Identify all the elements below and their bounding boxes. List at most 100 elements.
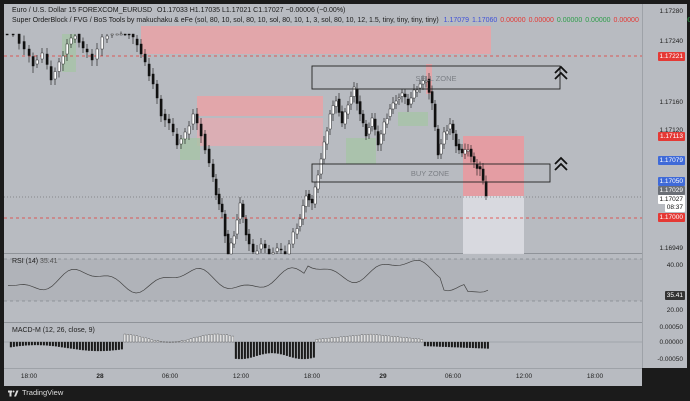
candle-body <box>247 233 251 245</box>
candle-body <box>475 163 479 169</box>
macd-bar <box>150 339 153 343</box>
price-axis[interactable]: 1.17280 1.17240 1.17221 1.17160 1.17120 … <box>642 4 687 368</box>
rsi-tick: 40.00 <box>666 262 683 269</box>
macd-bar <box>312 341 315 358</box>
candle-body <box>445 130 449 135</box>
macd-bar <box>51 341 54 347</box>
candle-body <box>388 108 392 117</box>
macd-bar <box>207 334 210 343</box>
candle-body <box>295 228 299 235</box>
macd-bar <box>270 341 273 354</box>
candle-body <box>325 130 329 145</box>
macd-bar <box>300 341 303 360</box>
macd-bar <box>225 334 228 343</box>
indicator-value: 1.17060 <box>471 17 498 24</box>
candle-body <box>385 118 389 125</box>
pane-separator[interactable] <box>4 253 642 254</box>
macd-bar <box>486 341 489 349</box>
macd-bar <box>264 341 267 354</box>
rsi-title: RSI (14) <box>12 258 39 265</box>
fvg-green <box>62 34 76 72</box>
macd-bar <box>72 341 75 350</box>
candle-body <box>61 55 65 65</box>
candle-body <box>195 113 199 124</box>
macd-bar <box>33 341 36 346</box>
candle-body <box>451 123 455 134</box>
candle-body <box>328 113 332 130</box>
macd-bar <box>315 339 318 343</box>
candle-body <box>427 78 431 93</box>
candle-body <box>163 113 167 121</box>
indicator-title[interactable]: Super OrderBlock / FVG / BoS Tools by ma… <box>12 17 439 24</box>
symbol-header[interactable]: Euro / U.S. Dollar 15 FOREXCOM_EURUSD O1… <box>12 7 348 14</box>
candle-body <box>481 168 485 181</box>
candle-body <box>5 33 9 36</box>
macd-bar <box>318 338 321 343</box>
macd-label[interactable]: MACD-M (12, 26, close, 9) <box>12 327 95 334</box>
candle-body <box>95 48 99 60</box>
macd-bar <box>108 341 111 351</box>
candle-body <box>135 38 139 46</box>
pane-separator[interactable] <box>4 322 642 323</box>
brand-name: TradingView <box>22 388 64 397</box>
candle-body <box>143 53 147 63</box>
macd-bar <box>414 338 417 343</box>
chart-canvas[interactable]: SELL ZONE BUY ZONE <box>4 4 642 368</box>
candles <box>5 31 488 255</box>
macd-bar <box>174 341 177 343</box>
rsi-label[interactable]: RSI (14) 35.41 <box>12 258 58 265</box>
macd-bar <box>411 338 414 343</box>
candle-body <box>403 93 407 98</box>
candle-body <box>119 33 123 36</box>
candle-body <box>283 251 287 255</box>
macd-bar <box>261 341 264 355</box>
macd-bar <box>243 341 246 359</box>
candle-body <box>131 33 135 38</box>
macd-bar <box>381 335 384 343</box>
macd-bar <box>279 341 282 355</box>
candle-body <box>229 242 233 255</box>
buy-zone-box[interactable] <box>311 163 551 183</box>
macd-bar <box>258 341 261 356</box>
macd-bar <box>435 341 438 347</box>
rsi-band <box>4 259 642 301</box>
macd-bar <box>267 341 270 354</box>
macd-bar <box>297 341 300 359</box>
candle-body <box>255 250 259 255</box>
price-tick: 1.16949 <box>659 245 684 252</box>
symbol-title[interactable]: Euro / U.S. Dollar 15 FOREXCOM_EURUSD <box>12 7 153 14</box>
candle-body <box>267 248 271 255</box>
time-axis[interactable]: 18:00 28 06:00 12:00 18:00 29 06:00 12:0… <box>4 368 642 387</box>
candle-body <box>291 231 295 245</box>
candle-body <box>355 88 359 104</box>
candle-body <box>307 193 311 201</box>
time-label-day: 28 <box>96 373 104 380</box>
tradingview-brand[interactable]: TradingView <box>8 388 63 397</box>
candle-body <box>412 89 416 99</box>
price-label-red: 1.17113 <box>657 132 685 141</box>
sell-zone-box[interactable] <box>311 65 561 90</box>
macd-bar <box>87 341 90 351</box>
fvg-green <box>398 112 428 126</box>
candle-body <box>57 61 61 72</box>
fvg-green <box>180 138 200 160</box>
candle-body <box>11 33 15 36</box>
macd-bar <box>366 334 369 343</box>
macd-bar <box>177 341 180 343</box>
candle-body <box>349 96 353 105</box>
indicator-header[interactable]: Super OrderBlock / FVG / BoS Tools by ma… <box>12 17 690 24</box>
indicator-value: 0.00000 <box>528 17 554 24</box>
candle-body <box>220 203 224 213</box>
candle-body <box>472 156 476 163</box>
chart-area[interactable]: SELL ZONE BUY ZONE Euro / U.S. Dollar 15… <box>4 4 690 368</box>
macd-bar <box>12 341 15 347</box>
macd-bar <box>399 336 402 343</box>
candle-body <box>279 248 283 251</box>
candle-body <box>361 113 365 124</box>
rsi-line <box>7 259 489 294</box>
macd-bar <box>228 335 231 343</box>
price-tick: 1.17160 <box>659 99 684 106</box>
candle-body <box>421 80 425 85</box>
candle-body <box>484 181 488 197</box>
candle-body <box>400 92 404 97</box>
